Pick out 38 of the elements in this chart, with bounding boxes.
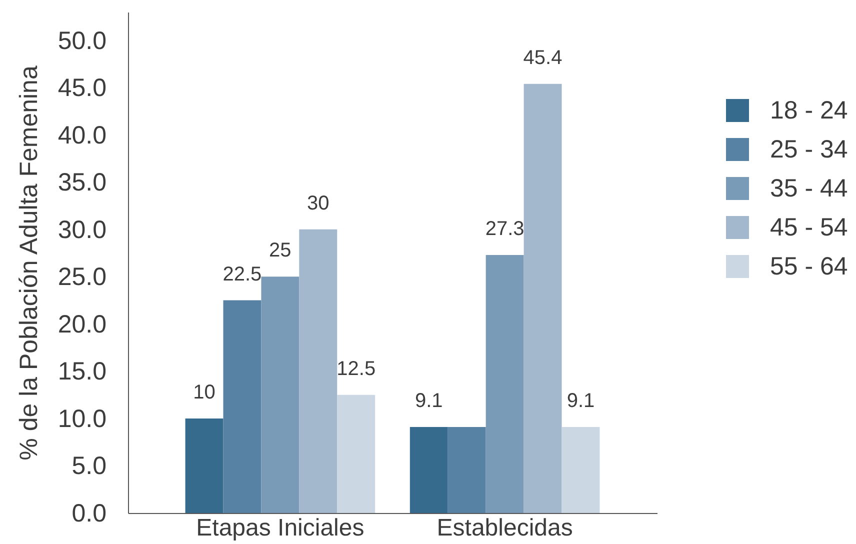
bar (299, 229, 338, 513)
legend-label: 55 - 64 (770, 252, 848, 280)
data-label: 25 (269, 240, 292, 262)
y-tick-label: 50.0 (58, 26, 106, 55)
data-label: 9.1 (414, 390, 443, 412)
legend-label: 25 - 34 (770, 136, 848, 164)
bar (562, 426, 600, 513)
x-tick-label: Etapas Iniciales (196, 514, 364, 542)
bar (448, 426, 486, 513)
y-tick-label: 45.0 (58, 74, 106, 102)
y-tick-label: 10.0 (58, 404, 106, 433)
data-label: 9.1 (566, 390, 595, 412)
bar (524, 84, 562, 513)
bar (261, 276, 300, 513)
data-label: 27.3 (485, 218, 524, 240)
data-label: 30 (307, 192, 330, 214)
y-tick-label: 20.0 (58, 310, 106, 338)
y-tick-label: 40.0 (58, 121, 106, 150)
data-label: 22.5 (222, 263, 262, 286)
bar (410, 426, 448, 513)
y-axis-title: % de la Población Adulta Femenina (14, 66, 43, 460)
legend-label: 18 - 24 (770, 96, 848, 124)
x-tick-label: Establecidas (436, 514, 573, 542)
bar (486, 254, 524, 513)
y-tick-label: 35.0 (58, 168, 106, 197)
legend-label: 35 - 44 (770, 174, 848, 202)
data-label: 45.4 (523, 46, 562, 69)
y-tick-label: 0.0 (72, 500, 106, 528)
bar (337, 394, 376, 513)
y-tick-label: 25.0 (58, 263, 106, 292)
y-tick-label: 5.0 (72, 452, 106, 480)
legend-label: 45 - 54 (770, 214, 848, 242)
data-label: 10 (193, 381, 216, 404)
bar (223, 300, 262, 513)
bar (185, 418, 224, 513)
y-tick-label: 30.0 (58, 216, 106, 244)
data-label: 12.5 (336, 358, 376, 380)
y-tick-label: 15.0 (58, 358, 106, 386)
